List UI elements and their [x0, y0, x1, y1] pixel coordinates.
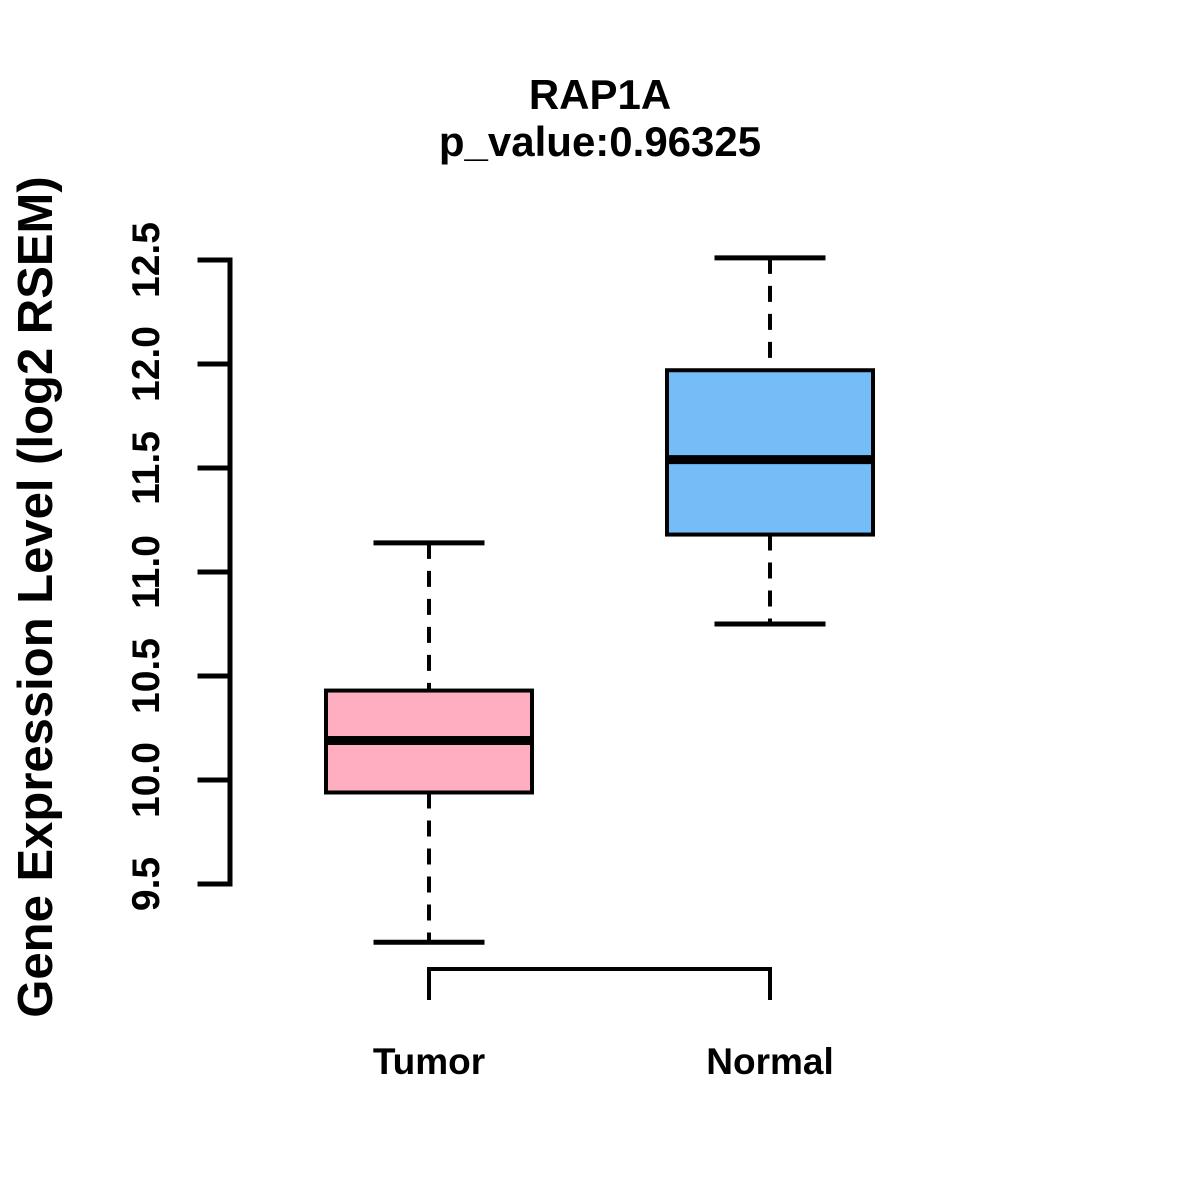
y-axis-tick-label: 9.5: [125, 857, 168, 911]
box-normal: [665, 368, 875, 537]
y-axis-tick-label: 11.0: [125, 535, 168, 609]
y-axis-tick-label: 11.5: [125, 431, 168, 505]
y-axis-tick-label: 12.0: [125, 326, 168, 402]
y-axis-tick-label: 12.5: [125, 222, 168, 298]
y-axis-tick-label: 10.0: [125, 742, 168, 818]
chart-title: RAP1A: [528, 71, 672, 118]
x-axis-bracket: [427, 967, 772, 1000]
x-label-normal: Normal: [706, 1041, 833, 1082]
y-axis-tick-label: 10.5: [125, 638, 168, 714]
x-label-tumor: Tumor: [373, 1041, 485, 1082]
chart-subtitle-pvalue: p_value:0.96325: [438, 118, 762, 165]
